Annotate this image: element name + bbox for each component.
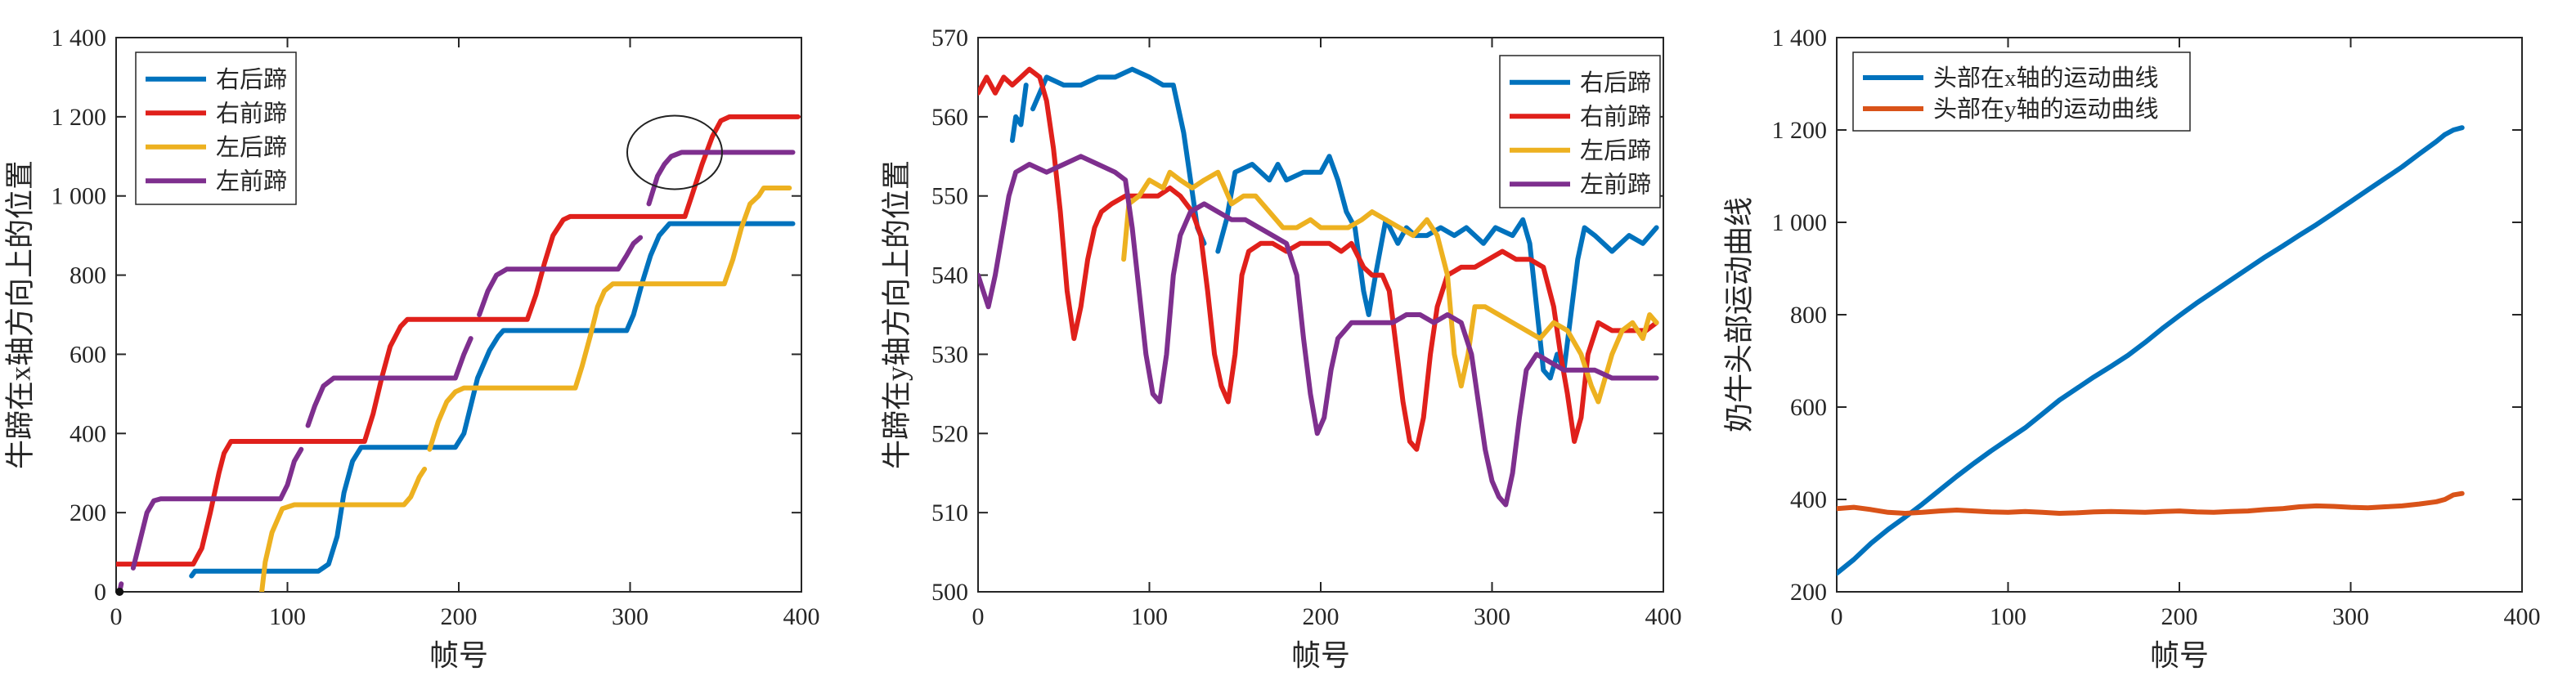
y-tick-label: 570 — [931, 25, 968, 51]
legend-label-4: 左前蹄 — [1580, 171, 1651, 198]
y-axis-label: 奶牛头部运动曲线 — [1722, 197, 1755, 432]
y-tick-label: 1 200 — [1772, 117, 1828, 144]
x-tick-label: 300 — [612, 603, 648, 630]
legend-label-3: 左后蹄 — [216, 134, 287, 161]
y-tick-label: 600 — [70, 341, 106, 368]
series-line-2 — [116, 114, 801, 567]
y-tick-label: 1 000 — [1772, 209, 1828, 236]
series-line-2 — [1837, 490, 2465, 516]
y-tick-label: 800 — [1790, 302, 1827, 329]
chart-panel-3: 0 100 200 300 400 200 400 600 800 1 000 1 200 1 400… — [1722, 25, 2540, 672]
y-tick-label: 1 400 — [1772, 25, 1828, 51]
series-line-1 — [1009, 83, 1029, 143]
x-tick-label: 400 — [1645, 603, 1682, 630]
y-tick-label: 500 — [931, 579, 968, 606]
legend-label-3: 左后蹄 — [1580, 137, 1651, 164]
legend-box — [1852, 51, 2191, 132]
y-tick-label: 0 — [94, 579, 106, 606]
chart-panel-2: 0 100 200 300 400 500 510 520 530 540 550 560 570 帧号 牛… — [880, 25, 1681, 672]
plot-area — [978, 66, 1659, 508]
series-line-1 — [1030, 66, 1207, 246]
series-line-2 — [978, 66, 1659, 452]
y-tick-label: 400 — [1790, 486, 1827, 513]
x-tick-label: 100 — [1990, 603, 2026, 630]
y-tick-label: 1 000 — [52, 183, 107, 210]
y-tick-label: 520 — [931, 420, 968, 447]
series-line-3 — [427, 186, 792, 452]
y-tick-label: 510 — [931, 499, 968, 526]
y-tick-label: 200 — [1790, 579, 1827, 606]
legend-label-2: 右前蹄 — [1580, 103, 1651, 130]
plot-area — [1837, 125, 2465, 576]
series-line-4 — [978, 154, 1659, 508]
y-tick-label: 1 200 — [52, 104, 107, 131]
x-tick-label: 400 — [2504, 603, 2541, 630]
x-tick-label: 0 — [1831, 603, 1843, 630]
y-tick-label: 1 400 — [52, 25, 107, 51]
y-tick-label: 800 — [70, 262, 106, 289]
x-tick-label: 400 — [783, 603, 820, 630]
y-tick-label: 200 — [70, 499, 106, 526]
series-line-4 — [646, 150, 796, 207]
x-tick-label: 0 — [972, 603, 985, 630]
series-line-4 — [477, 235, 644, 317]
x-tick-label: 0 — [110, 603, 123, 630]
x-tick-label: 100 — [269, 603, 306, 630]
series-line-3 — [259, 466, 428, 592]
legend-label-1: 右后蹄 — [1580, 69, 1651, 96]
x-axis-label: 帧号 — [429, 639, 488, 672]
legend-label-4: 左前蹄 — [216, 168, 287, 195]
series-line-1 — [189, 221, 796, 579]
legend-label-2: 右前蹄 — [216, 100, 287, 127]
x-tick-label: 200 — [441, 603, 478, 630]
series-line-4 — [305, 336, 473, 428]
chart-panel-1: 0 100 200 300 400 0 200 400 600 800 1 000 1 200 1 40… — [3, 25, 819, 672]
x-tick-label: 200 — [2161, 603, 2198, 630]
legend-label-1: 头部在x轴的运动曲线 — [1933, 65, 2159, 92]
x-tick-label: 300 — [1474, 603, 1510, 630]
annotation-ellipse — [626, 114, 723, 190]
plot-area — [116, 114, 801, 592]
y-axis-label: 牛蹄在y轴方向上的位置 — [880, 160, 913, 469]
x-axis-label: 帧号 — [1291, 639, 1350, 672]
x-axis-label: 帧号 — [2150, 639, 2209, 672]
y-tick-label: 600 — [1790, 394, 1827, 421]
y-tick-label: 530 — [931, 341, 968, 368]
origin-dot — [115, 588, 124, 596]
series-line-4 — [130, 446, 304, 571]
y-tick-label: 560 — [931, 104, 968, 131]
y-tick-label: 400 — [70, 420, 106, 447]
y-tick-label: 550 — [931, 183, 968, 210]
series-line-3 — [1121, 169, 1659, 405]
y-tick-label: 540 — [931, 262, 968, 289]
x-tick-label: 300 — [2332, 603, 2369, 630]
legend-label-1: 右后蹄 — [216, 66, 287, 93]
x-tick-label: 200 — [1303, 603, 1340, 630]
legend-label-2: 头部在y轴的运动曲线 — [1933, 96, 2159, 123]
series-line-1 — [1837, 125, 2465, 576]
x-tick-label: 100 — [1131, 603, 1168, 630]
y-axis-label: 牛蹄在x轴方向上的位置 — [3, 160, 36, 469]
